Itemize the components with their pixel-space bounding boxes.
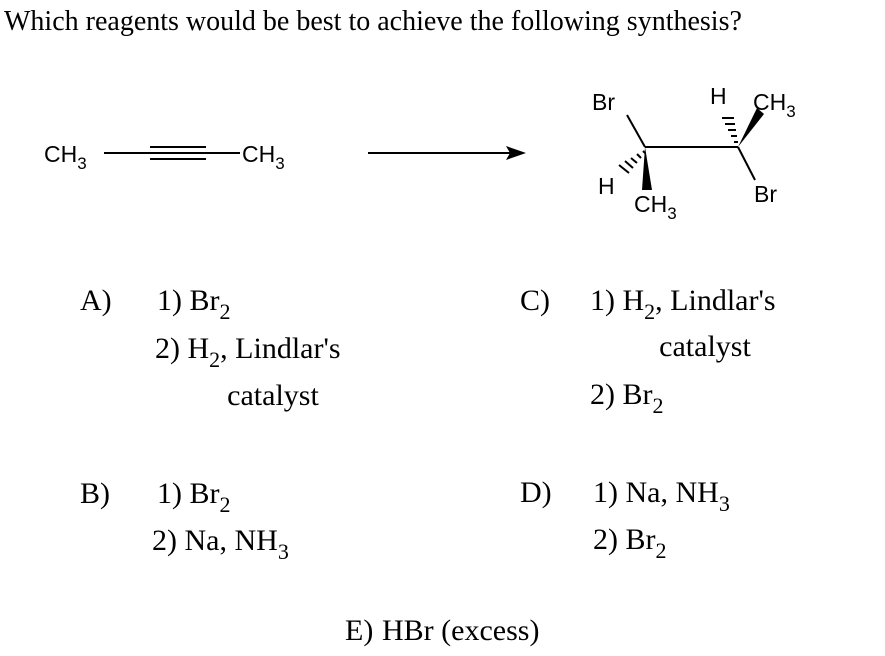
atom-label: H: [710, 83, 727, 109]
subscript: 3: [719, 491, 730, 516]
text-run: 1) Na, NH: [593, 476, 719, 509]
subscript: 3: [667, 204, 676, 223]
atom-label: Br: [592, 89, 615, 115]
option-letter: E): [345, 614, 373, 647]
atom-label: CH3: [634, 191, 677, 223]
subscript: 3: [278, 539, 289, 564]
text-run: CH: [242, 141, 275, 167]
text-run: catalyst: [227, 379, 319, 412]
option-line: 2) Br2: [590, 378, 664, 418]
option-letter: D): [520, 476, 552, 509]
text-run: CH: [634, 191, 667, 217]
text-run: Br: [754, 181, 777, 207]
text-run: 2) H: [155, 332, 209, 365]
reactant-bonds: [104, 146, 240, 160]
option-letter: B): [80, 477, 110, 510]
subscript: 3: [786, 102, 795, 121]
subscript: 2: [220, 299, 231, 324]
product-bonds: [618, 108, 764, 190]
text-run: 1) H: [590, 284, 644, 317]
text-run: catalyst: [659, 330, 751, 363]
option-line: catalyst: [659, 330, 751, 363]
text-run: , Lindlar's: [655, 284, 775, 317]
text-run: 2) Na, NH: [152, 524, 278, 557]
atom-label: CH3: [753, 89, 796, 121]
option-letter: A): [80, 284, 112, 317]
option-line: 2) H2, Lindlar's: [155, 332, 341, 372]
text-run: CH: [44, 141, 77, 167]
atom-label: Br: [754, 181, 777, 207]
text-run: Br: [592, 89, 615, 115]
subscript: 2: [653, 393, 664, 418]
text-run: H: [598, 173, 615, 199]
question: Which reagents would be best to achieve …: [4, 6, 742, 37]
option-line: 1) Br2: [157, 477, 231, 517]
subscript: 3: [275, 154, 284, 173]
option-line: catalyst: [227, 379, 319, 412]
text-run: 2) Br: [593, 523, 656, 556]
text-run: 1) Br: [157, 284, 220, 317]
text-run: HBr (excess): [382, 614, 539, 647]
option-line: 1) Br2: [157, 284, 231, 324]
option-line: 2) Br2: [593, 523, 667, 563]
text-run: CH: [753, 89, 786, 115]
reactant-group: CH3: [242, 141, 285, 173]
text-run: 2) Br: [590, 378, 653, 411]
reaction-arrow: [368, 146, 526, 160]
text-run: H: [710, 83, 727, 109]
subscript: 3: [77, 154, 86, 173]
atom-label: H: [598, 173, 615, 199]
subscript: 2: [209, 347, 220, 372]
option-letter: C): [520, 284, 550, 317]
subscript: 2: [220, 492, 231, 517]
option-line: 1) Na, NH3: [593, 476, 730, 516]
subscript: 2: [656, 538, 667, 563]
reactant-group: CH3: [44, 141, 87, 173]
text-run: 1) Br: [157, 477, 220, 510]
option-line: HBr (excess): [382, 614, 539, 647]
text-run: , Lindlar's: [220, 332, 340, 365]
subscript: 2: [644, 299, 655, 324]
option-line: 1) H2, Lindlar's: [590, 284, 776, 324]
option-line: 2) Na, NH3: [152, 524, 289, 564]
